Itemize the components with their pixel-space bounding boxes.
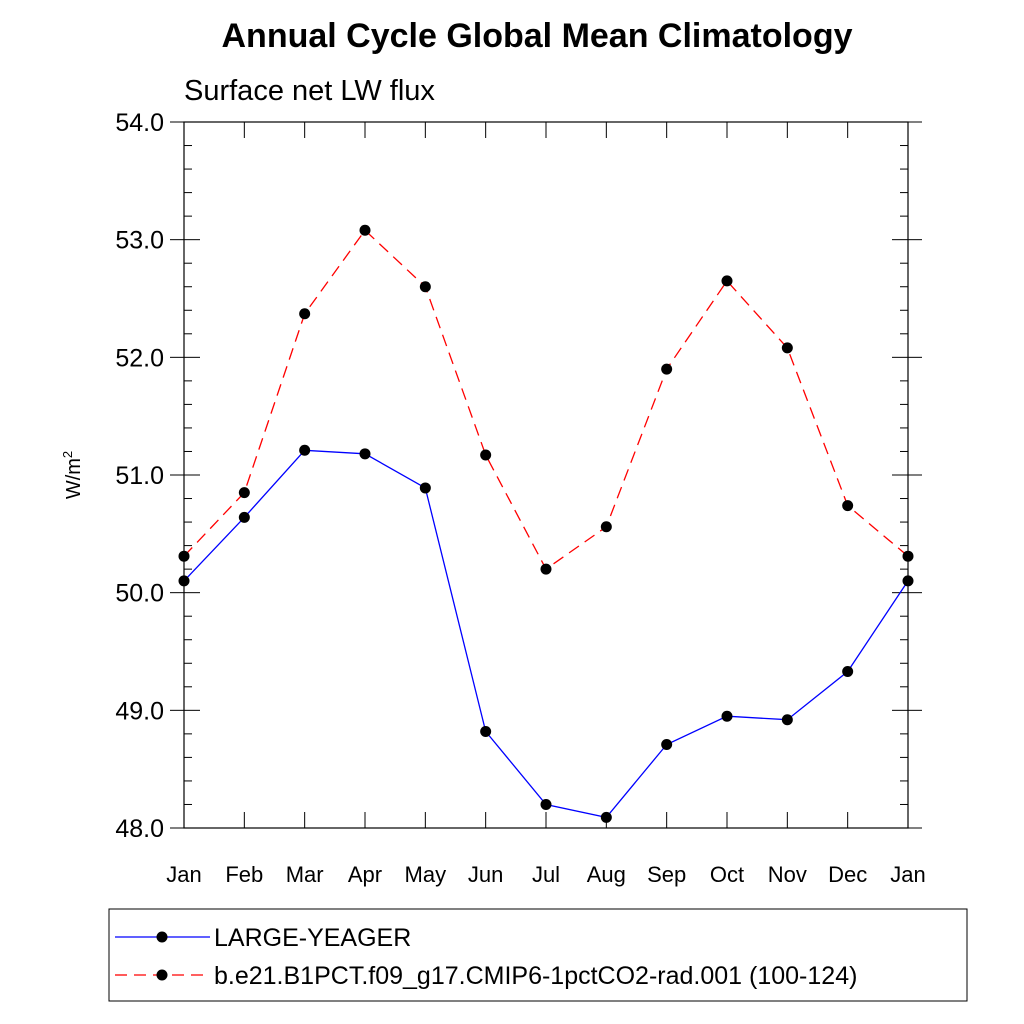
series-line-1 (183, 449, 909, 819)
series-2-point (842, 500, 854, 512)
chart-subtitle: Surface net LW flux (184, 75, 435, 107)
series-2-point (781, 342, 793, 354)
x-tick-label: Aug (587, 862, 626, 887)
x-tick-label: Oct (710, 862, 744, 887)
series-1-point (600, 811, 612, 823)
x-tick-label: Jul (532, 862, 560, 887)
series-2-point (238, 487, 250, 499)
y-tick-label: 49.0 (115, 697, 164, 725)
series-2-point (540, 563, 552, 575)
x-tick-label: Jan (166, 862, 201, 887)
series-1-point (419, 482, 431, 494)
series-2-point (359, 224, 371, 236)
series-1-point (540, 798, 552, 810)
series-line-2 (183, 229, 909, 571)
series-2-point (480, 449, 492, 461)
x-tick-label: Sep (647, 862, 686, 887)
plot-frame (183, 121, 909, 829)
series-2-point (721, 275, 733, 287)
series-1-point (661, 738, 673, 750)
y-tick-label: 51.0 (115, 462, 164, 490)
y-axis-ticks: 48.0 49.0 50.0 51.0 52.0 53.0 54.0 (115, 109, 922, 843)
series-2-point (419, 281, 431, 293)
y-axis-label: W/m2 (60, 451, 85, 499)
x-axis-ticks: Jan Feb Mar Apr May Jun Jul Aug Sep Oct Nov Dec Jan (166, 122, 926, 887)
series-1-point (480, 726, 492, 738)
x-tick-label: Jan (890, 862, 925, 887)
x-tick-label: Feb (225, 862, 263, 887)
x-tick-label: Dec (828, 862, 867, 887)
legend-frame (108, 908, 968, 1002)
series-2-point (902, 550, 914, 562)
x-tick-label: Mar (286, 862, 324, 887)
series-2-point (299, 308, 311, 320)
legend-items: LARGE-YEAGER b.e21.B1PCT.f09_g17.CMIP6-1p… (115, 924, 857, 990)
legend-label-1: LARGE-YEAGER (214, 924, 411, 952)
series-1-point (299, 444, 311, 456)
y-tick-label: 53.0 (115, 227, 164, 255)
legend-label-2: b.e21.B1PCT.f09_g17.CMIP6-1pctCO2-rad.00… (214, 962, 857, 990)
series-1-point (781, 714, 793, 726)
series-1-point (721, 710, 733, 722)
chart-title: Annual Cycle Global Mean Climatology (222, 17, 853, 55)
y-tick-label: 52.0 (115, 344, 164, 372)
series-2-point (178, 550, 190, 562)
series-2-point (661, 363, 673, 375)
series-layer (178, 224, 914, 823)
legend: LARGE-YEAGER b.e21.B1PCT.f09_g17.CMIP6-1p… (108, 908, 968, 1002)
x-tick-label: Apr (348, 862, 382, 887)
y-tick-label: 50.0 (115, 580, 164, 608)
x-tick-label: Jun (468, 862, 503, 887)
y-axis-label-base: W/m (63, 458, 85, 499)
x-tick-label: May (405, 862, 447, 887)
x-tick-label: Nov (768, 862, 807, 887)
series-1-point (842, 666, 854, 678)
y-tick-label: 54.0 (115, 109, 164, 137)
series-2-point (600, 521, 612, 533)
legend-marker-1 (156, 931, 168, 943)
y-tick-label: 48.0 (115, 815, 164, 843)
series-1-point (238, 511, 250, 523)
series-1-point (178, 575, 190, 587)
y-axis-label-superscript: 2 (60, 451, 75, 458)
series-1-point (359, 448, 371, 460)
legend-marker-2 (156, 969, 168, 981)
series-1-point (902, 575, 914, 587)
